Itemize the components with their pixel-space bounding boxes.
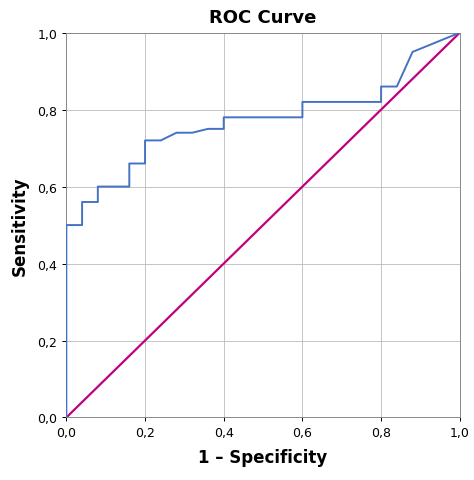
X-axis label: 1 – Specificity: 1 – Specificity xyxy=(199,448,328,466)
Title: ROC Curve: ROC Curve xyxy=(210,9,317,26)
Y-axis label: Sensitivity: Sensitivity xyxy=(11,176,29,276)
